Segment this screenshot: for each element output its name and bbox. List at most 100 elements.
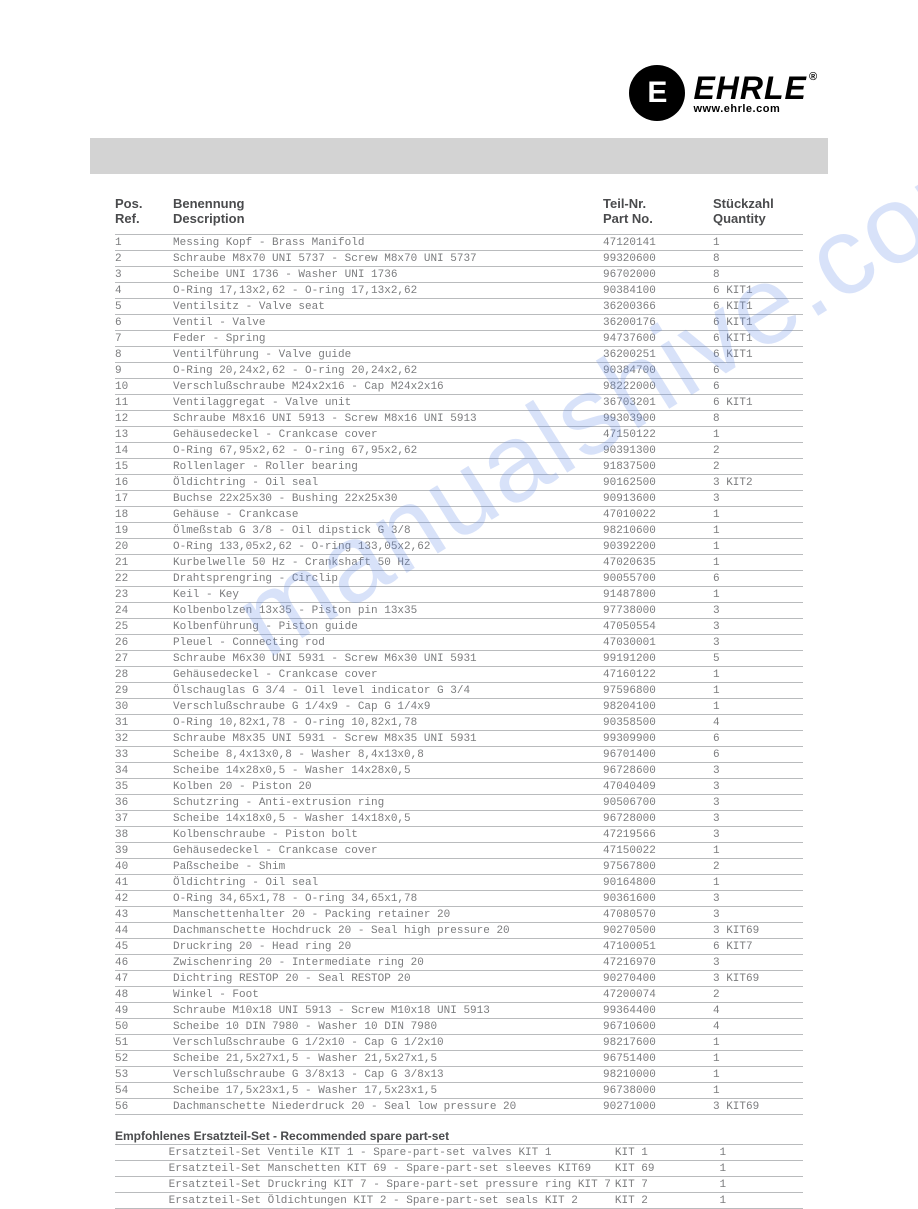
cell-part: 96710600 (603, 1019, 713, 1035)
cell-qty: 1 (713, 427, 803, 443)
cell-part: 36200366 (603, 299, 713, 315)
cell-desc: Schraube M10x18 UNI 5913 - Screw M10x18 … (173, 1003, 603, 1019)
table-row: 15Rollenlager - Roller bearing918375002 (115, 459, 803, 475)
cell-part: 96702000 (603, 267, 713, 283)
cell-qty: 6 KIT1 (713, 299, 803, 315)
cell-part: 97567800 (603, 859, 713, 875)
cell-part: 47200074 (603, 987, 713, 1003)
cell-pos: 50 (115, 1019, 173, 1035)
table-row: 32Schraube M8x35 UNI 5931 - Screw M8x35 … (115, 731, 803, 747)
cell-qty: 3 KIT69 (713, 923, 803, 939)
cell-qty: 3 (713, 955, 803, 971)
cell-desc: O-Ring 34,65x1,78 - O-ring 34,65x1,78 (173, 891, 603, 907)
cell-qty: 8 (713, 251, 803, 267)
cell-qty: 3 (713, 891, 803, 907)
cell-qty: 6 (713, 363, 803, 379)
logo-registered: ® (809, 71, 818, 83)
cell-desc: Ventil - Valve (173, 315, 603, 331)
cell-desc: Schraube M8x16 UNI 5913 - Screw M8x16 UN… (173, 411, 603, 427)
cell-part: 90270500 (603, 923, 713, 939)
table-row: 17Buchse 22x25x30 - Bushing 22x25x309091… (115, 491, 803, 507)
cell-desc: Ventilführung - Valve guide (173, 347, 603, 363)
cell-pos: 38 (115, 827, 173, 843)
cell-pos: 35 (115, 779, 173, 795)
cell-qty: 3 (713, 907, 803, 923)
parts-table-body: 1Messing Kopf - Brass Manifold4712014112… (115, 235, 803, 1115)
col-header-desc: Benennung Description (173, 195, 603, 235)
cell-desc: Kolbenbolzen 13x35 - Piston pin 13x35 (173, 603, 603, 619)
col-header-part: Teil-Nr. Part No. (603, 195, 713, 235)
cell-part: 96751400 (603, 1051, 713, 1067)
cell-qty: 3 (713, 779, 803, 795)
cell-pos: 49 (115, 1003, 173, 1019)
logo-name: EHRLE® (693, 72, 818, 104)
cell-part: 91837500 (603, 459, 713, 475)
cell-desc: Dachmanschette Hochdruck 20 - Seal high … (173, 923, 603, 939)
cell-desc: Öldichtring - Oil seal (173, 475, 603, 491)
cell-qty: 2 (713, 459, 803, 475)
cell-desc: O-Ring 20,24x2,62 - O-ring 20,24x2,62 (173, 363, 603, 379)
cell-part: 90392200 (603, 539, 713, 555)
table-row: 22Drahtsprengring - Circlip900557006 (115, 571, 803, 587)
cell-pos: 22 (115, 571, 173, 587)
cell-desc: Verschlußschraube G 1/2x10 - Cap G 1/2x1… (173, 1035, 603, 1051)
cell-qty: 3 (713, 763, 803, 779)
table-row: 7Feder - Spring947376006 KIT1 (115, 331, 803, 347)
cell-pos: 8 (115, 347, 173, 363)
table-row: 24Kolbenbolzen 13x35 - Piston pin 13x359… (115, 603, 803, 619)
cell-part: 90384100 (603, 283, 713, 299)
cell-qty: 4 (713, 715, 803, 731)
cell-part: 90384700 (603, 363, 713, 379)
cell-desc: Dachmanschette Niederdruck 20 - Seal low… (173, 1099, 603, 1115)
cell-part: 47100051 (603, 939, 713, 955)
table-row: 10Verschlußschraube M24x2x16 - Cap M24x2… (115, 379, 803, 395)
table-row: 51Verschlußschraube G 1/2x10 - Cap G 1/2… (115, 1035, 803, 1051)
cell-pos: 46 (115, 955, 173, 971)
cell-pos: 13 (115, 427, 173, 443)
cell-qty: 1 (719, 1193, 803, 1209)
cell-qty: 2 (713, 443, 803, 459)
cell-qty: 6 KIT1 (713, 331, 803, 347)
table-row: 29Ölschauglas G 3/4 - Oil level indicato… (115, 683, 803, 699)
cell-desc: Gehäusedeckel - Crankcase cover (173, 843, 603, 859)
cell-part: 90913600 (603, 491, 713, 507)
table-row: 12Schraube M8x16 UNI 5913 - Screw M8x16 … (115, 411, 803, 427)
cell-part: 36703201 (603, 395, 713, 411)
cell-qty: 3 (713, 827, 803, 843)
cell-qty: 1 (713, 539, 803, 555)
table-row: 25Kolbenführung - Piston guide470505543 (115, 619, 803, 635)
cell-part: 47219566 (603, 827, 713, 843)
cell-pos (115, 1145, 169, 1161)
table-row: 38Kolbenschraube - Piston bolt472195663 (115, 827, 803, 843)
cell-desc: Scheibe 8,4x13x0,8 - Washer 8,4x13x0,8 (173, 747, 603, 763)
cell-qty: 1 (713, 235, 803, 251)
cell-pos: 5 (115, 299, 173, 315)
cell-qty: 1 (713, 507, 803, 523)
logo-name-text: EHRLE (693, 70, 806, 106)
cell-desc: Gehäusedeckel - Crankcase cover (173, 427, 603, 443)
cell-desc: Ersatzteil-Set Ventile KIT 1 - Spare-par… (169, 1145, 615, 1161)
cell-pos: 42 (115, 891, 173, 907)
cell-qty: 2 (713, 859, 803, 875)
cell-pos: 37 (115, 811, 173, 827)
table-row: Ersatzteil-Set Manschetten KIT 69 - Spar… (115, 1161, 803, 1177)
table-row: 21Kurbelwelle 50 Hz - Crankshaft 50 Hz47… (115, 555, 803, 571)
cell-desc: Schraube M6x30 UNI 5931 - Screw M6x30 UN… (173, 651, 603, 667)
cell-desc: Kurbelwelle 50 Hz - Crankshaft 50 Hz (173, 555, 603, 571)
cell-desc: Scheibe 17,5x23x1,5 - Washer 17,5x23x1,5 (173, 1083, 603, 1099)
table-row: 18Gehäuse - Crankcase470100221 (115, 507, 803, 523)
col-header-desc-1: Benennung (173, 196, 245, 211)
table-row: 35Kolben 20 - Piston 20470404093 (115, 779, 803, 795)
cell-pos: 48 (115, 987, 173, 1003)
table-row: 28Gehäusedeckel - Crankcase cover4716012… (115, 667, 803, 683)
content-area: Pos. Ref. Benennung Description Teil-Nr.… (115, 195, 803, 1209)
cell-part: 90506700 (603, 795, 713, 811)
cell-part: 90055700 (603, 571, 713, 587)
table-row: 5Ventilsitz - Valve seat362003666 KIT1 (115, 299, 803, 315)
table-row: 31O-Ring 10,82x1,78 - O-ring 10,82x1,789… (115, 715, 803, 731)
brand-logo: EHRLE® www.ehrle.com (629, 65, 818, 121)
cell-desc: Ersatzteil-Set Manschetten KIT 69 - Spar… (169, 1161, 615, 1177)
cell-desc: Schraube M8x70 UNI 5737 - Screw M8x70 UN… (173, 251, 603, 267)
table-row: 19Ölmeßstab G 3/8 - Oil dipstick G 3/898… (115, 523, 803, 539)
cell-part: 47216970 (603, 955, 713, 971)
